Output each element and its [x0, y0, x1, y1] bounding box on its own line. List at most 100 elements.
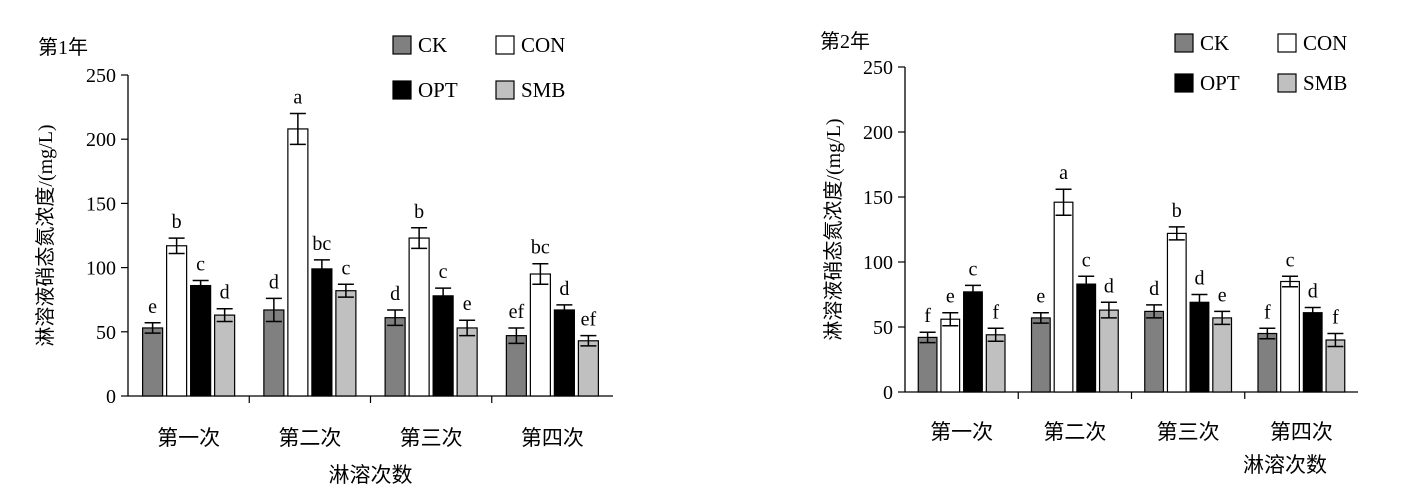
significance-label: f: [924, 305, 931, 327]
bar-ck: [142, 327, 164, 397]
significance-label: d: [269, 271, 279, 293]
significance-label: e: [946, 286, 955, 308]
bar-ck: [263, 309, 285, 397]
chart-panel-1: 第1年050100150200250淋溶液硝态氮浓度/(mg/L)第一次ebcd…: [34, 33, 613, 487]
y-axis-label: 淋溶液硝态氮浓度/(mg/L): [822, 118, 845, 340]
significance-label: b: [414, 201, 424, 223]
chart-panel-2: 第2年050100150200250淋溶液硝态氮浓度/(mg/L)第一次fecf…: [820, 30, 1358, 477]
significance-label: e: [463, 293, 472, 315]
y-tick-label: 0: [883, 382, 893, 404]
bar-opt: [1076, 283, 1097, 393]
bar-smb: [1212, 317, 1233, 393]
bar-opt: [190, 284, 212, 397]
y-tick-label: 0: [106, 386, 116, 408]
significance-label: e: [1218, 284, 1227, 306]
bar-con: [1053, 201, 1074, 393]
significance-label: d: [1149, 278, 1159, 300]
x-tick-label: 第四次: [521, 426, 584, 450]
significance-label: d: [1194, 268, 1204, 290]
bar-con: [529, 273, 551, 397]
legend-swatch-smb: [1277, 73, 1297, 93]
x-axis-label: 淋溶次数: [329, 463, 413, 487]
significance-label: ef: [509, 301, 525, 323]
significance-label: d: [559, 278, 569, 300]
chart-title: 第1年: [38, 36, 88, 59]
legend-label-ck: CK: [1200, 31, 1229, 55]
y-tick-label: 50: [873, 317, 893, 339]
x-tick-label: 第三次: [1157, 420, 1220, 444]
significance-label: c: [439, 261, 448, 283]
significance-label: c: [1286, 249, 1295, 271]
bar-opt: [311, 268, 333, 397]
significance-label: f: [992, 301, 999, 323]
y-tick-label: 200: [86, 129, 116, 151]
legend-swatch-opt: [392, 80, 412, 100]
y-tick-label: 50: [96, 322, 116, 344]
legend-label-smb: SMB: [521, 78, 565, 102]
legend-swatch-opt: [1174, 73, 1194, 93]
legend-swatch-ck: [1174, 33, 1194, 53]
bar-ck: [384, 317, 406, 397]
significance-label: e: [148, 296, 157, 318]
legend-swatch-smb: [495, 80, 515, 100]
legend-label-opt: OPT: [1200, 71, 1240, 95]
x-tick-label: 第一次: [930, 420, 993, 444]
bar-ck: [505, 335, 527, 397]
significance-label: bc: [312, 233, 331, 255]
bar-opt: [432, 295, 454, 397]
bar-con: [1280, 280, 1300, 393]
bar-smb: [1325, 339, 1346, 393]
bar-smb: [335, 290, 357, 397]
bar-smb: [985, 334, 1006, 393]
significance-label: f: [1264, 301, 1271, 323]
bar-ck: [1257, 332, 1278, 393]
bar-smb: [577, 340, 599, 397]
significance-label: c: [969, 258, 978, 280]
significance-label: e: [1036, 286, 1045, 308]
bar-opt: [963, 291, 983, 393]
bar-opt: [1189, 301, 1210, 393]
significance-label: c: [1082, 249, 1091, 271]
significance-label: c: [341, 257, 350, 279]
significance-label: f: [1332, 307, 1339, 329]
chart-title: 第2年: [820, 30, 870, 53]
significance-label: d: [1104, 275, 1114, 297]
bar-ck: [917, 336, 938, 393]
significance-label: a: [293, 87, 302, 109]
y-tick-label: 100: [86, 258, 116, 280]
bar-smb: [214, 314, 236, 397]
significance-label: d: [220, 282, 230, 304]
x-tick-label: 第四次: [1270, 420, 1333, 444]
x-tick-label: 第二次: [1043, 420, 1106, 444]
bar-ck: [1030, 317, 1051, 393]
y-tick-label: 150: [863, 187, 893, 209]
bar-opt: [553, 309, 575, 397]
legend-label-con: CON: [1303, 31, 1347, 55]
x-axis-label: 淋溶次数: [1243, 453, 1327, 477]
legend-label-opt: OPT: [418, 78, 458, 102]
significance-label: b: [172, 211, 182, 233]
y-tick-label: 150: [86, 193, 116, 215]
bar-con: [287, 128, 309, 397]
significance-label: d: [1308, 281, 1318, 303]
bar-smb: [1098, 309, 1119, 393]
y-tick-label: 250: [863, 57, 893, 79]
legend-label-con: CON: [521, 33, 565, 57]
bar-con: [1166, 232, 1187, 393]
y-tick-label: 250: [86, 65, 116, 87]
bar-ck: [1144, 310, 1165, 393]
legend-label-ck: CK: [418, 33, 447, 57]
bar-con: [408, 237, 430, 397]
x-tick-label: 第三次: [400, 426, 463, 450]
legend-swatch-con: [495, 35, 515, 55]
legend-swatch-con: [1277, 33, 1297, 53]
x-tick-label: 第一次: [157, 426, 220, 450]
significance-label: d: [390, 283, 400, 305]
legend-swatch-ck: [392, 35, 412, 55]
y-tick-label: 200: [863, 122, 893, 144]
legend-label-smb: SMB: [1303, 71, 1347, 95]
y-axis-label: 淋溶液硝态氮浓度/(mg/L): [34, 124, 57, 346]
significance-label: a: [1059, 162, 1068, 184]
y-tick-label: 100: [863, 252, 893, 274]
